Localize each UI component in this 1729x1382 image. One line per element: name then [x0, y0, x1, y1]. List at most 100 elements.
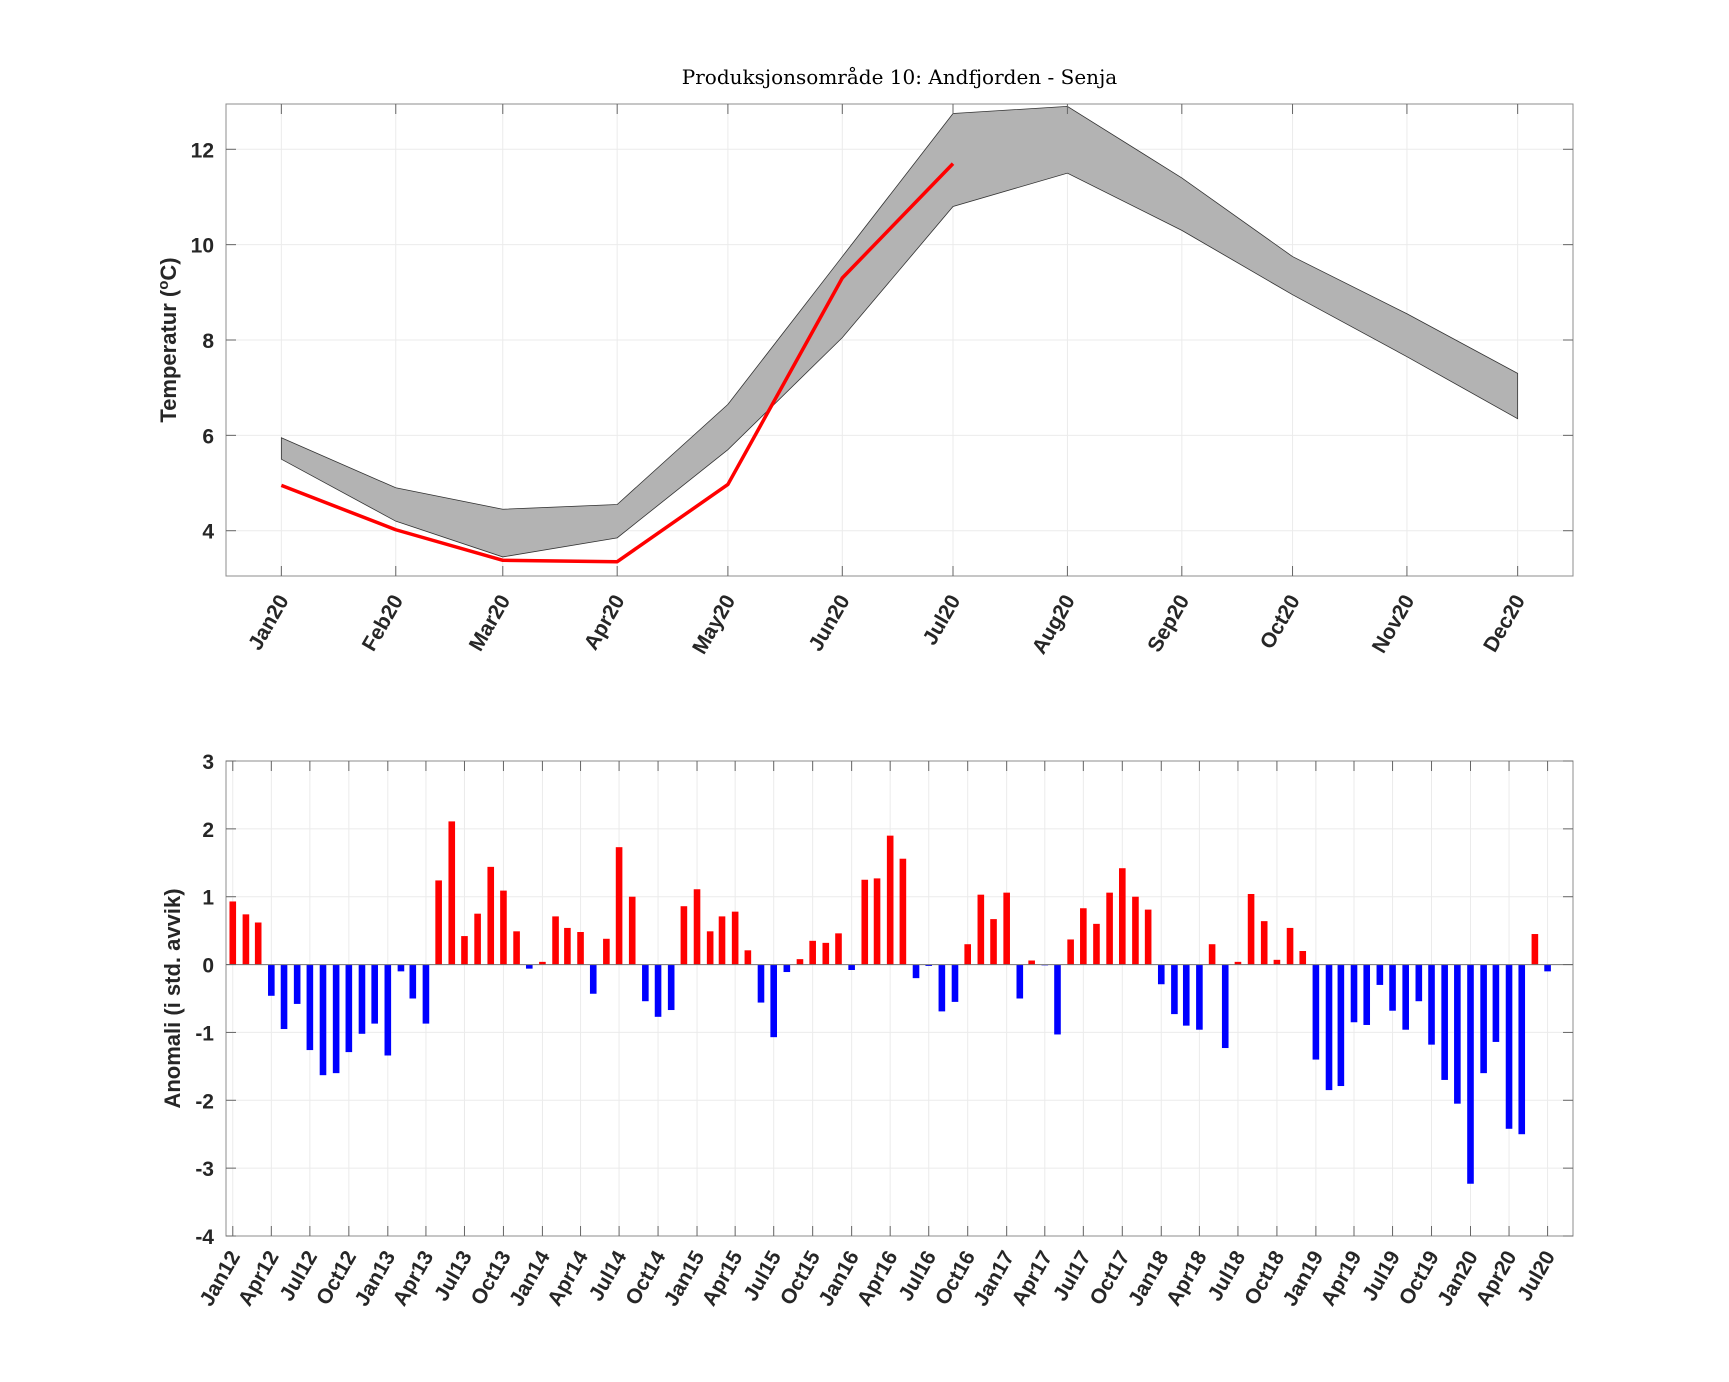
bar-negative — [951, 964, 959, 1002]
bar-negative — [642, 964, 649, 1002]
y-tick-label: 12 — [191, 139, 214, 162]
bar-positive — [861, 879, 869, 965]
x-tick-label: Jul20 — [1513, 1247, 1560, 1305]
bar-negative — [925, 964, 933, 966]
bar-negative — [1196, 964, 1203, 1030]
bar-negative — [1221, 964, 1229, 1049]
bar-positive — [1106, 892, 1113, 965]
bar-negative — [1376, 964, 1384, 985]
bar-positive — [796, 959, 804, 965]
x-tick-label: Jul20 — [919, 591, 966, 649]
x-tick-label: Dec20 — [1479, 591, 1530, 656]
bar-negative — [371, 964, 378, 1024]
bar-negative — [757, 964, 765, 1003]
y-axis-label: Anomali (i std. avvik) — [160, 888, 185, 1108]
bar-negative — [384, 964, 392, 1056]
bar-positive — [254, 922, 262, 965]
bar-positive — [1234, 961, 1242, 965]
y-tick-label: -3 — [195, 1158, 214, 1181]
bar-negative — [345, 964, 353, 1053]
x-tick-label: Feb20 — [358, 591, 408, 655]
x-tick-label: Oct20 — [1256, 591, 1305, 653]
y-tick-label: -1 — [195, 1022, 214, 1045]
bar-positive — [835, 933, 842, 965]
bar-positive — [577, 932, 584, 965]
bar-positive — [899, 858, 907, 965]
bar-negative — [397, 964, 405, 972]
bar-negative — [280, 964, 288, 1030]
bar-negative — [1182, 964, 1190, 1026]
bar-positive — [1080, 908, 1087, 965]
y-label-part: Temperatur ( — [156, 289, 181, 423]
bar-negative — [293, 964, 301, 1004]
y-tick-label: 2 — [202, 819, 214, 842]
bar-negative — [1467, 964, 1474, 1184]
y-tick-label: 6 — [202, 425, 214, 448]
bar-negative — [1492, 964, 1500, 1042]
bar-negative — [1389, 964, 1396, 1011]
bar-negative — [783, 964, 791, 973]
bar-positive — [1119, 868, 1126, 965]
bar-negative — [667, 964, 675, 1011]
bar-positive — [1299, 951, 1307, 965]
bar-positive — [513, 931, 520, 965]
bar-negative — [1518, 964, 1526, 1135]
bar-negative — [1363, 964, 1371, 1025]
x-tick-label: Jun20 — [804, 591, 854, 655]
bar-positive — [1132, 896, 1139, 965]
bar-negative — [268, 964, 275, 996]
bar-positive — [1286, 927, 1294, 965]
bar-negative — [654, 964, 662, 1017]
bar-positive — [718, 916, 726, 965]
bar-positive — [603, 938, 610, 965]
bar-positive — [1093, 923, 1100, 965]
bar-negative — [912, 964, 920, 979]
bar-positive — [1208, 944, 1216, 965]
bar-negative — [1016, 964, 1024, 999]
x-tick-label: May20 — [688, 591, 740, 658]
y-tick-label: 3 — [202, 751, 214, 774]
bar-positive — [1067, 939, 1074, 965]
bar-positive — [500, 890, 507, 965]
bar-positive — [990, 919, 997, 965]
bar-negative — [409, 964, 417, 999]
bottom-chart: -4-3-2-10123Jan12Apr12Jul12Oct12Jan13Apr… — [160, 751, 1574, 1310]
bar-negative — [358, 964, 366, 1034]
y-tick-label: -2 — [195, 1090, 214, 1113]
bar-negative — [525, 964, 533, 969]
bar-positive — [1028, 960, 1035, 965]
bar-negative — [319, 964, 327, 1076]
y-tick-label: 0 — [202, 955, 214, 978]
chart-title: Produksjonsområde 10: Andfjorden - Senja — [682, 65, 1117, 89]
bar-negative — [848, 964, 855, 970]
bar-negative — [1325, 964, 1333, 1091]
bar-negative — [1402, 964, 1409, 1030]
bar-negative — [306, 964, 314, 1051]
bar-negative — [589, 964, 597, 994]
y-tick-label: -4 — [195, 1226, 214, 1249]
temperature-line — [280, 162, 955, 564]
bar-positive — [706, 931, 714, 965]
bar-negative — [422, 964, 430, 1024]
bar-positive — [1144, 909, 1152, 965]
x-tick-label: Apr20 — [580, 591, 630, 654]
bar-positive — [242, 914, 250, 965]
y-tick-label: 1 — [202, 887, 214, 910]
bar-positive — [1260, 921, 1268, 965]
bar-positive — [693, 889, 701, 965]
bar-negative — [1350, 964, 1358, 1023]
bar-positive — [448, 821, 456, 965]
bar-positive — [615, 847, 623, 965]
bar-positive — [964, 944, 971, 965]
y-tick-label: 4 — [202, 521, 214, 544]
range-band — [280, 105, 1519, 558]
bar-positive — [744, 950, 752, 965]
bar-negative — [1544, 964, 1551, 972]
y-tick-label: 10 — [191, 235, 214, 258]
bar-positive — [1531, 934, 1539, 965]
bar-positive — [552, 916, 559, 965]
bar-positive — [977, 894, 985, 965]
bar-positive — [873, 878, 881, 965]
x-tick-label: Aug20 — [1028, 591, 1080, 658]
